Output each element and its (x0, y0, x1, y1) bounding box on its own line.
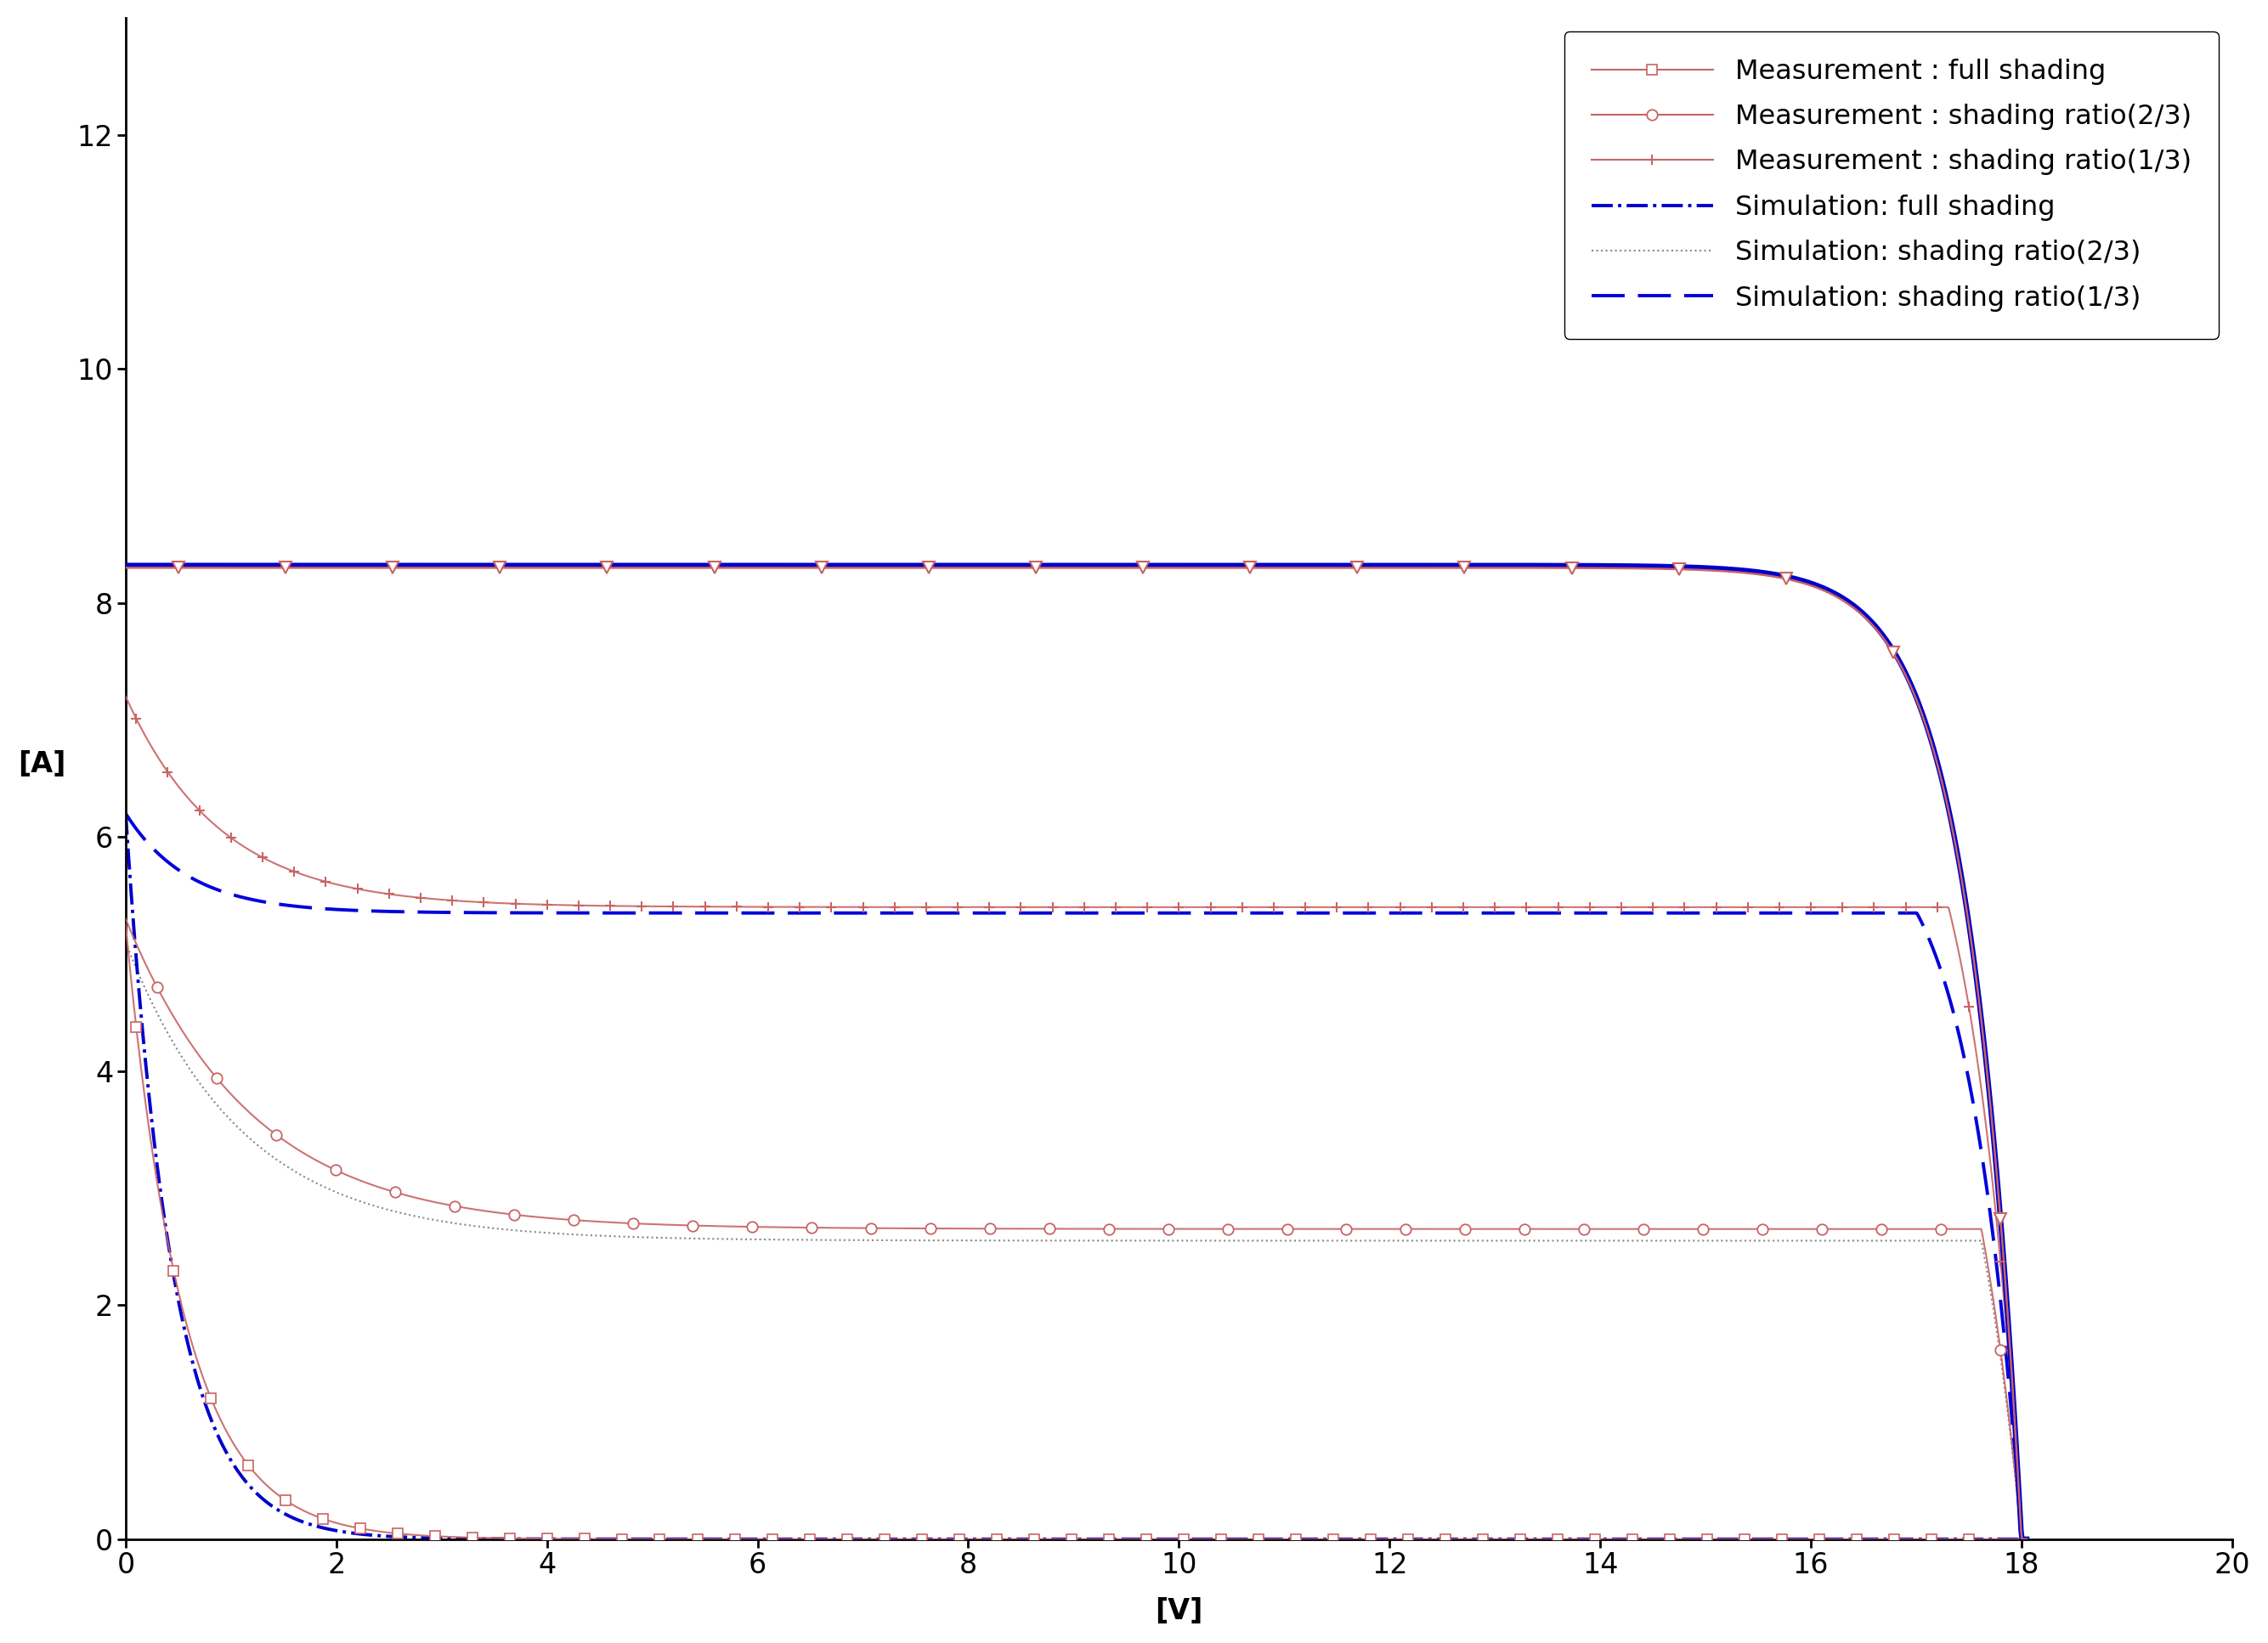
Y-axis label: [A]: [A] (18, 751, 66, 779)
Legend: Measurement : full shading, Measurement : shading ratio(2/3), Measurement : shad: Measurement : full shading, Measurement … (1565, 31, 2218, 338)
X-axis label: [V]: [V] (1154, 1597, 1202, 1625)
